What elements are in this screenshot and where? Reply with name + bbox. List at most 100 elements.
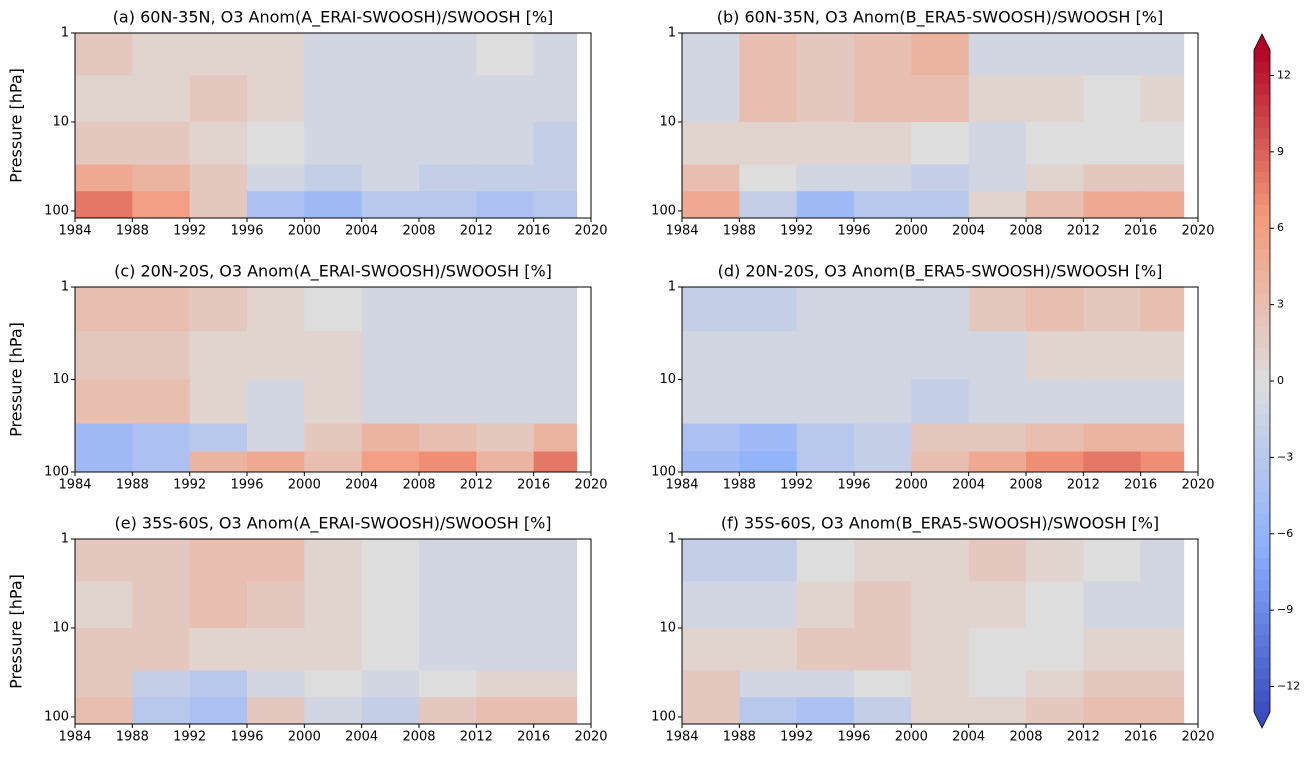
colorbar-swatch [1254, 204, 1270, 216]
chart-title: (f) 35S-60S, O3 Anom(B_ERA5-SWOOSH)/SWOO… [721, 514, 1159, 534]
y-axis-label: Pressure [hPa] [7, 68, 26, 183]
heatmap-cell [75, 627, 133, 671]
heatmap-cell [1083, 33, 1142, 76]
heatmap-cell [682, 379, 740, 425]
heatmap-cell [189, 121, 248, 165]
heatmap-cell [189, 33, 248, 76]
heatmap-cell [911, 121, 970, 165]
heatmap-cell [304, 287, 363, 332]
colorbar-swatch [1254, 281, 1270, 294]
heatmap-cell [247, 331, 305, 380]
heatmap-cell [247, 539, 305, 582]
x-tick-label: 1992 [173, 224, 206, 239]
y-tick-label: 100 [651, 203, 676, 218]
heatmap-cell [132, 451, 191, 473]
heatmap-cell [796, 191, 855, 219]
x-tick-label: 1988 [723, 730, 756, 745]
x-tick-label: 1996 [230, 224, 263, 239]
heatmap-cell [132, 191, 191, 219]
heatmap-cell [968, 539, 1027, 582]
heatmap-cell [682, 121, 740, 165]
heatmap-cell [911, 191, 970, 219]
heatmap-cell [247, 164, 305, 192]
heatmap-cell [75, 379, 133, 425]
y-tick-label: 100 [44, 203, 69, 218]
colorbar-swatch [1254, 105, 1270, 117]
heatmap-cell [419, 75, 477, 123]
heatmap-cell [533, 33, 578, 76]
heatmap-cell [854, 670, 912, 698]
heatmap-cell [189, 670, 248, 698]
x-tick-label: 1992 [780, 224, 813, 239]
heatmap-cell [189, 423, 248, 452]
heatmap-cell [911, 75, 970, 123]
heatmap-cell [189, 164, 248, 192]
heatmap-cell [361, 581, 420, 629]
heatmap-cell [476, 164, 535, 192]
heatmap-cell [476, 75, 535, 123]
heatmap-cell [968, 75, 1027, 123]
heatmap-cell [1026, 581, 1084, 629]
heatmap-cell [739, 331, 798, 380]
heatmap-cell [682, 697, 740, 725]
heatmap-cell [75, 697, 133, 725]
colorbar-swatch [1254, 414, 1270, 426]
y-tick-label: 10 [52, 620, 69, 635]
heatmap-cell [854, 121, 912, 165]
colorbar-swatch [1254, 160, 1270, 172]
heatmap-cell [796, 75, 855, 123]
heatmap-cell [1083, 287, 1142, 332]
colorbar-extend-bottom [1254, 712, 1270, 728]
heatmap-cell [682, 164, 740, 192]
heatmap-cell [247, 581, 305, 629]
heatmap-cell [75, 191, 133, 219]
x-tick-label: 1984 [58, 730, 91, 745]
heatmap-cell [1026, 33, 1084, 76]
heatmap-cell [739, 423, 798, 452]
heatmap-cell [1140, 164, 1185, 192]
heatmap-cell [911, 627, 970, 671]
x-tick-label: 2020 [574, 730, 607, 745]
heatmap-cell [968, 121, 1027, 165]
colorbar-swatch [1254, 425, 1270, 437]
heatmap-cell [682, 451, 740, 473]
heatmap-cell [682, 75, 740, 123]
x-tick-label: 2000 [895, 224, 928, 239]
colorbar-swatch [1254, 601, 1270, 614]
x-tick-label: 2020 [574, 478, 607, 493]
heatmap-cell [419, 451, 477, 473]
heatmap-cell [533, 423, 578, 452]
heatmap-cell [796, 33, 855, 76]
colorbar-swatch [1254, 94, 1270, 106]
colorbar-swatch [1254, 447, 1270, 459]
heatmap-cell [1083, 451, 1142, 473]
heatmap-cell [419, 331, 477, 380]
colorbar-swatch [1254, 303, 1270, 316]
colorbar-swatch [1254, 325, 1270, 338]
heatmap-cell [132, 33, 191, 76]
colorbar-tick-label: 9 [1277, 145, 1284, 158]
heatmap-cell [361, 191, 420, 219]
heatmap-cell [911, 581, 970, 629]
heatmap-cell [247, 75, 305, 123]
heatmap-cell [1083, 121, 1142, 165]
heatmap-cell [247, 191, 305, 219]
colorbar-swatch [1254, 270, 1270, 283]
heatmap-cell [854, 191, 912, 219]
panel: 1984 1988 1992 1996 2000 2004 2008 2012 2016 2020… [651, 8, 1214, 239]
heatmap-cell [189, 697, 248, 725]
y-tick-label: 10 [659, 114, 676, 129]
heatmap-cell [1026, 287, 1084, 332]
heatmap-cell [1140, 581, 1185, 629]
heatmap-cell [75, 33, 133, 76]
heatmap-cell [1140, 670, 1185, 698]
y-tick-label: 1 [668, 532, 676, 547]
colorbar-swatch [1254, 524, 1270, 536]
heatmap-cell [1083, 164, 1142, 192]
heatmap-cell [75, 451, 133, 473]
heatmap-cell [796, 331, 855, 380]
heatmap-cell [533, 670, 578, 698]
y-tick-label: 100 [651, 709, 676, 724]
heatmap-cell [533, 627, 578, 671]
colorbar-swatch [1254, 689, 1270, 702]
